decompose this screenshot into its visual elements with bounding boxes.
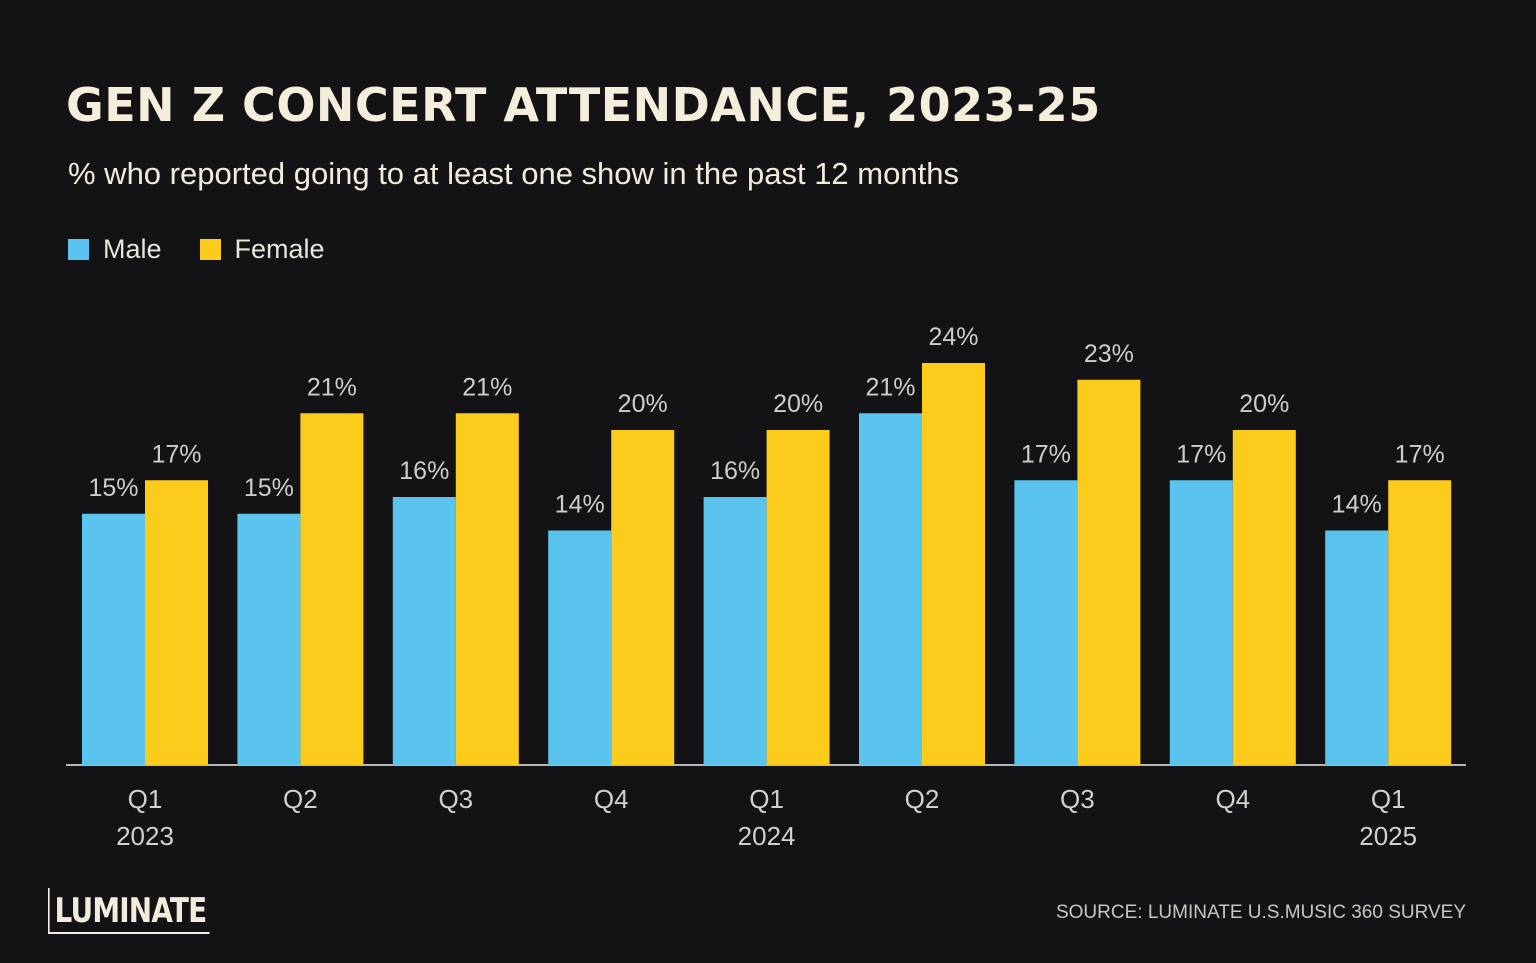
- data-label-female-9: 17%: [1395, 440, 1445, 468]
- x-tick-year-1: 2023: [116, 821, 174, 851]
- bar-male-4: [548, 530, 612, 765]
- x-tick-year-9: 2025: [1359, 821, 1417, 851]
- data-label-male-6: 21%: [865, 373, 915, 401]
- bar-female-7: [1077, 379, 1141, 765]
- bar-male-1: [82, 513, 145, 765]
- bar-male-8: [1169, 480, 1233, 765]
- x-tick-label-5: Q1: [749, 784, 784, 814]
- bar-female-2: [300, 413, 364, 765]
- x-tick-label-7: Q3: [1060, 784, 1095, 814]
- data-label-female-4: 20%: [618, 390, 668, 418]
- data-label-male-1: 15%: [88, 474, 138, 502]
- bar-female-6: [922, 363, 985, 765]
- legend-item-male: Male: [68, 234, 162, 265]
- bar-female-4: [611, 430, 675, 765]
- data-label-male-3: 16%: [399, 457, 449, 485]
- data-label-male-4: 14%: [555, 491, 605, 519]
- x-tick-label-3: Q3: [438, 784, 473, 814]
- x-tick-label-9: Q1: [1371, 784, 1406, 814]
- bar-female-9: [1388, 480, 1452, 765]
- data-label-male-2: 15%: [244, 474, 294, 502]
- legend-label-female: Female: [234, 234, 325, 264]
- data-label-female-1: 17%: [151, 440, 201, 468]
- chart-title: GEN Z CONCERT ATTENDANCE, 2023-25: [66, 78, 1101, 132]
- chart-subtitle: % who reported going to at least one sho…: [68, 156, 959, 191]
- legend: Male Female: [68, 234, 363, 265]
- bar-female-5: [766, 430, 830, 765]
- bar-male-7: [1014, 480, 1078, 765]
- bar-male-2: [237, 513, 301, 765]
- bar-male-5: [703, 497, 767, 765]
- data-label-female-7: 23%: [1084, 340, 1134, 368]
- legend-label-male: Male: [103, 234, 162, 264]
- legend-swatch-male: [68, 239, 89, 260]
- bar-male-3: [392, 497, 456, 765]
- x-tick-label-4: Q4: [594, 784, 629, 814]
- data-label-female-2: 21%: [307, 373, 357, 401]
- x-tick-label-2: Q2: [283, 784, 318, 814]
- bar-female-8: [1232, 430, 1296, 765]
- data-label-female-8: 20%: [1239, 390, 1289, 418]
- bar-male-6: [859, 413, 922, 765]
- x-tick-label-8: Q4: [1215, 784, 1250, 814]
- bar-male-9: [1325, 530, 1389, 765]
- legend-swatch-female: [199, 239, 221, 260]
- bar-female-1: [145, 480, 208, 765]
- legend-item-female: Female: [199, 234, 325, 265]
- data-label-male-7: 17%: [1021, 440, 1071, 468]
- x-tick-year-5: 2024: [738, 821, 796, 851]
- data-label-male-8: 17%: [1176, 440, 1226, 468]
- source-note: SOURCE: LUMINATE U.S.MUSIC 360 SURVEY: [1055, 902, 1466, 923]
- data-label-female-5: 20%: [773, 390, 823, 418]
- data-label-female-3: 21%: [462, 373, 512, 401]
- x-tick-label-1: Q1: [128, 784, 163, 814]
- x-tick-label-6: Q2: [905, 784, 940, 814]
- bar-female-3: [455, 413, 519, 765]
- data-label-male-9: 14%: [1332, 491, 1382, 519]
- luminate-logo: LUMINATE: [48, 888, 210, 934]
- data-label-female-6: 24%: [928, 323, 978, 351]
- data-label-male-5: 16%: [710, 457, 760, 485]
